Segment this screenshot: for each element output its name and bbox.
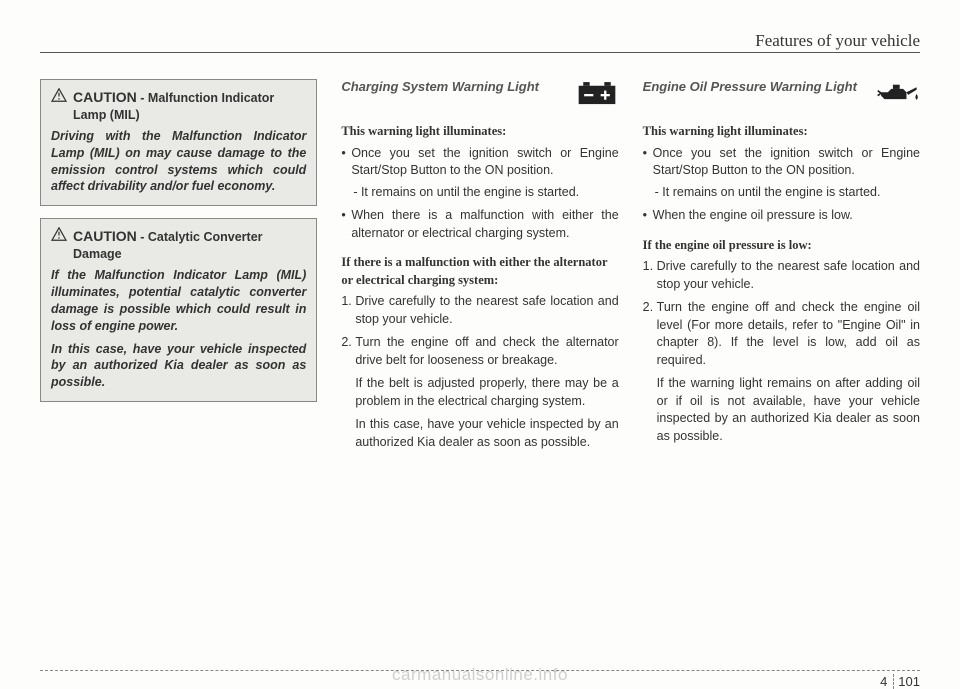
caution-box-mil: CAUTION - Malfunction Indicator Lamp (MI… [40, 79, 317, 206]
lead-text: If the engine oil pressure is low: [643, 237, 920, 255]
warning-triangle-icon [51, 227, 67, 241]
bullet-list: Once you set the ignition switch or Engi… [341, 145, 618, 243]
lead-text: This warning light illuminates: [643, 123, 920, 141]
list-item: Turn the engine off and check the engine… [643, 299, 920, 445]
list-text: Turn the engine off and check the engine… [657, 300, 920, 367]
oil-pressure-heading: Engine Oil Pressure Warning Light [643, 79, 857, 95]
list-item: Once you set the ignition switch or Engi… [643, 145, 920, 202]
body-text: This warning light illuminates: Once you… [341, 123, 618, 451]
chapter-number: 4 [880, 674, 894, 689]
list-para: If the warning light remains on after ad… [657, 375, 920, 445]
caution-text: Driving with the Malfunction Indicator L… [51, 128, 306, 196]
subheading-row: Charging System Warning Light [341, 79, 618, 109]
caution-box-catalytic: CAUTION - Catalytic Converter Damage If … [40, 218, 317, 402]
list-item: Drive carefully to the nearest safe loca… [643, 258, 920, 293]
numbered-list: Drive carefully to the nearest safe loca… [341, 293, 618, 451]
caution-label: CAUTION [73, 89, 137, 105]
column-2: Charging System Warning Light This warni… [341, 79, 618, 457]
caution-text: In this case, have your vehicle inspecte… [51, 341, 306, 392]
oil-can-icon [876, 79, 920, 109]
column-1: CAUTION - Malfunction Indicator Lamp (MI… [40, 79, 317, 457]
lead-text: If there is a malfunction with either th… [341, 254, 618, 289]
body-text: This warning light illuminates: Once you… [643, 123, 920, 445]
section-title: Features of your vehicle [755, 31, 920, 51]
list-para: If the belt is adjusted properly, there … [355, 375, 618, 410]
list-item: Drive carefully to the nearest safe loca… [341, 293, 618, 328]
list-subtext: - It remains on until the engine is star… [653, 184, 920, 202]
column-3: Engine Oil Pressure Warning Light This w… [643, 79, 920, 457]
warning-triangle-icon [51, 88, 67, 102]
list-para: In this case, have your vehicle inspecte… [355, 416, 618, 451]
manual-page: Features of your vehicle CAUTION - Ma [0, 0, 960, 689]
caution-body: Driving with the Malfunction Indicator L… [51, 128, 306, 196]
list-item: When there is a malfunction with either … [341, 207, 618, 242]
lead-text: This warning light illuminates: [341, 123, 618, 141]
numbered-list: Drive carefully to the nearest safe loca… [643, 258, 920, 445]
page-number: 4 101 [880, 674, 920, 689]
caution-heading: CAUTION - Catalytic Converter Damage [51, 227, 306, 263]
list-item: When the engine oil pressure is low. [643, 207, 920, 225]
battery-icon [575, 79, 619, 109]
page-number-value: 101 [898, 674, 920, 689]
header-rule: Features of your vehicle [40, 52, 920, 53]
list-subtext: - It remains on until the engine is star… [351, 184, 618, 202]
watermark: carmanualsonline.info [392, 665, 568, 685]
subheading-row: Engine Oil Pressure Warning Light [643, 79, 920, 109]
caution-text: If the Malfunction Indicator Lamp (MIL) … [51, 267, 306, 335]
caution-heading: CAUTION - Malfunction Indicator Lamp (MI… [51, 88, 306, 124]
list-item: Once you set the ignition switch or Engi… [341, 145, 618, 202]
bullet-list: Once you set the ignition switch or Engi… [643, 145, 920, 225]
caution-body: If the Malfunction Indicator Lamp (MIL) … [51, 267, 306, 391]
list-text: Once you set the ignition switch or Engi… [653, 146, 920, 178]
charging-system-heading: Charging System Warning Light [341, 79, 539, 95]
list-text: Once you set the ignition switch or Engi… [351, 146, 618, 178]
list-item: Turn the engine off and check the altern… [341, 334, 618, 451]
caution-label: CAUTION [73, 228, 137, 244]
content-columns: CAUTION - Malfunction Indicator Lamp (MI… [40, 79, 920, 457]
list-text: Turn the engine off and check the altern… [355, 335, 618, 367]
